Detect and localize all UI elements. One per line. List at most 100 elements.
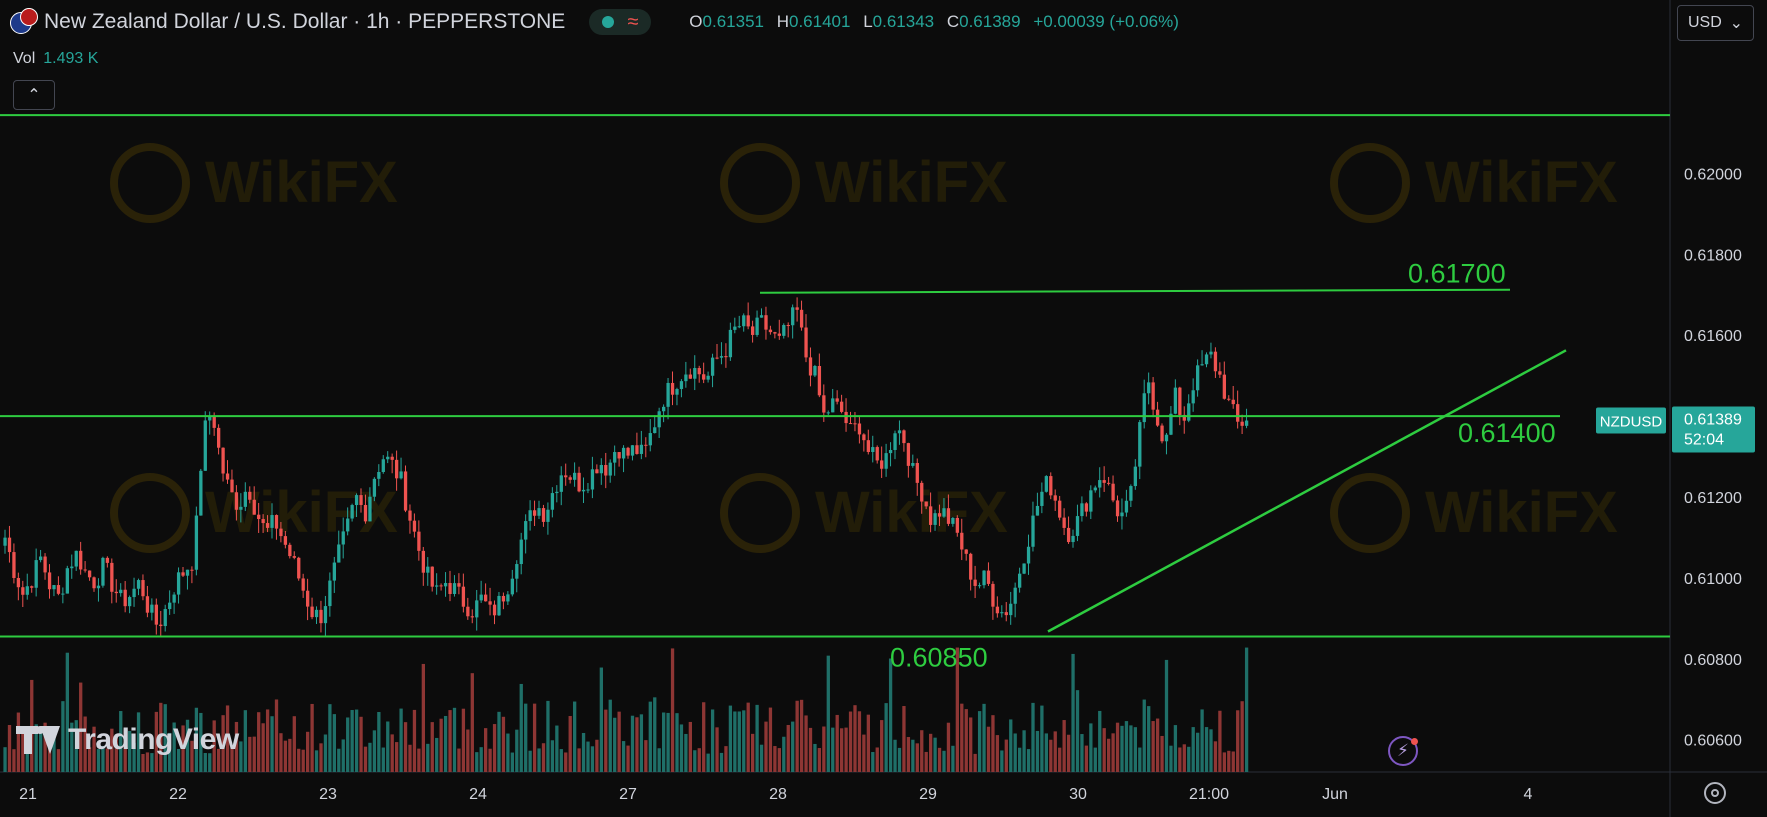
candle-body[interactable] bbox=[626, 447, 630, 456]
candle-body[interactable] bbox=[475, 600, 479, 618]
candle-body[interactable] bbox=[546, 509, 550, 522]
candle-body[interactable] bbox=[484, 594, 488, 602]
candle-body[interactable] bbox=[172, 594, 176, 603]
candle-body[interactable] bbox=[506, 594, 510, 602]
candle-body[interactable] bbox=[110, 562, 114, 592]
candle-body[interactable] bbox=[893, 433, 897, 450]
candle-body[interactable] bbox=[911, 463, 915, 466]
candle-body[interactable] bbox=[844, 411, 848, 424]
candle-body[interactable] bbox=[319, 609, 323, 624]
candle-body[interactable] bbox=[306, 590, 310, 607]
candle-body[interactable] bbox=[265, 523, 270, 528]
candle-body[interactable] bbox=[768, 329, 773, 333]
candle-body[interactable] bbox=[733, 326, 737, 330]
candle-body[interactable] bbox=[653, 427, 657, 434]
candle-body[interactable] bbox=[439, 585, 443, 587]
candle-body[interactable] bbox=[1066, 527, 1071, 543]
candle-body[interactable] bbox=[706, 375, 710, 380]
candle-body[interactable] bbox=[524, 521, 528, 540]
resistance-line-061700[interactable] bbox=[759, 288, 1511, 294]
candle-body[interactable] bbox=[1102, 480, 1106, 483]
candle-body[interactable] bbox=[470, 616, 474, 618]
candle-body[interactable] bbox=[3, 537, 7, 546]
candle-body[interactable] bbox=[1120, 512, 1124, 517]
candle-body[interactable] bbox=[1187, 403, 1191, 421]
candle-body[interactable] bbox=[1196, 365, 1200, 391]
candle-body[interactable] bbox=[257, 514, 261, 520]
candle-body[interactable] bbox=[746, 315, 750, 327]
candle-body[interactable] bbox=[239, 506, 243, 510]
candle-body[interactable] bbox=[368, 496, 372, 522]
candle-body[interactable] bbox=[83, 569, 87, 571]
candle-body[interactable] bbox=[969, 553, 973, 580]
candle-body[interactable] bbox=[573, 472, 577, 480]
candle-body[interactable] bbox=[25, 586, 29, 595]
candle-body[interactable] bbox=[826, 412, 830, 414]
candle-body[interactable] bbox=[79, 550, 83, 570]
candle-body[interactable] bbox=[466, 606, 470, 617]
candle-body[interactable] bbox=[47, 572, 52, 590]
candle-body[interactable] bbox=[1111, 483, 1115, 501]
candle-body[interactable] bbox=[920, 482, 924, 502]
candle-body[interactable] bbox=[1115, 500, 1120, 517]
symbol-badge[interactable] bbox=[1596, 407, 1666, 434]
candle-body[interactable] bbox=[105, 557, 110, 563]
candle-body[interactable] bbox=[21, 587, 25, 595]
candle-body[interactable] bbox=[595, 469, 599, 474]
candle-body[interactable] bbox=[982, 570, 986, 586]
candle-body[interactable] bbox=[52, 585, 56, 590]
candle-body[interactable] bbox=[604, 464, 608, 476]
candle-body[interactable] bbox=[381, 459, 385, 473]
candle-body[interactable] bbox=[176, 572, 181, 595]
market-status-pill[interactable]: ≈ bbox=[589, 9, 652, 35]
candle-body[interactable] bbox=[777, 333, 781, 336]
candle-body[interactable] bbox=[1151, 382, 1155, 410]
candle-body[interactable] bbox=[274, 515, 279, 529]
candle-body[interactable] bbox=[30, 586, 34, 588]
candle-body[interactable] bbox=[74, 550, 78, 567]
candle-body[interactable] bbox=[96, 585, 101, 589]
candle-body[interactable] bbox=[194, 515, 199, 570]
candle-body[interactable] bbox=[884, 453, 888, 469]
candle-body[interactable] bbox=[403, 471, 408, 511]
candle-body[interactable] bbox=[937, 513, 942, 517]
candle-body[interactable] bbox=[132, 588, 136, 598]
candle-body[interactable] bbox=[1022, 563, 1026, 574]
candle-body[interactable] bbox=[354, 495, 359, 506]
candle-body[interactable] bbox=[154, 604, 158, 625]
candle-body[interactable] bbox=[537, 508, 541, 516]
candle-body[interactable] bbox=[1035, 505, 1040, 516]
currency-dropdown[interactable]: USD ⌄ bbox=[1677, 5, 1754, 41]
candle-body[interactable] bbox=[150, 604, 154, 613]
candle-body[interactable] bbox=[929, 506, 933, 525]
candle-body[interactable] bbox=[1004, 612, 1008, 616]
candle-body[interactable] bbox=[555, 491, 559, 494]
candle-body[interactable] bbox=[421, 550, 425, 573]
candle-body[interactable] bbox=[1053, 495, 1057, 501]
candle-body[interactable] bbox=[1089, 490, 1093, 512]
candle-body[interactable] bbox=[564, 475, 568, 478]
candle-body[interactable] bbox=[586, 489, 590, 491]
candle-body[interactable] bbox=[203, 420, 207, 471]
candle-body[interactable] bbox=[288, 544, 292, 557]
candle-body[interactable] bbox=[363, 504, 368, 522]
candle-body[interactable] bbox=[702, 374, 706, 380]
candle-body[interactable] bbox=[34, 560, 38, 588]
candle-body[interactable] bbox=[519, 539, 523, 565]
candle-body[interactable] bbox=[1244, 420, 1249, 426]
candle-body[interactable] bbox=[1155, 409, 1160, 426]
candle-body[interactable] bbox=[719, 356, 724, 358]
candle-body[interactable] bbox=[510, 578, 514, 595]
candle-body[interactable] bbox=[710, 357, 715, 376]
candle-body[interactable] bbox=[16, 577, 21, 588]
candle-body[interactable] bbox=[888, 449, 893, 454]
candle-body[interactable] bbox=[390, 456, 394, 460]
candle-body[interactable] bbox=[1062, 517, 1066, 528]
candle-body[interactable] bbox=[350, 505, 354, 519]
candle-body[interactable] bbox=[693, 368, 697, 379]
candle-body[interactable] bbox=[395, 459, 399, 479]
candle-body[interactable] bbox=[1218, 371, 1222, 375]
candle-body[interactable] bbox=[960, 532, 964, 550]
candle-body[interactable] bbox=[880, 460, 884, 469]
